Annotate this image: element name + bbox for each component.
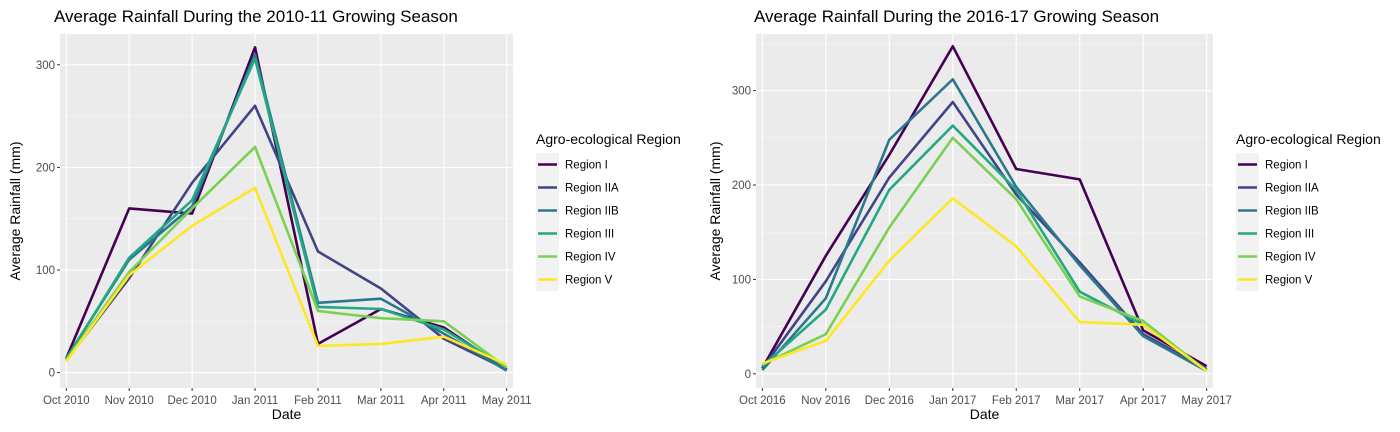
legend-title: Agro-ecological Region	[1236, 131, 1381, 147]
series-line-region-v	[65, 186, 508, 366]
legend-title: Agro-ecological Region	[536, 131, 681, 147]
x-tick-label: Dec 2016	[865, 395, 914, 407]
y-axis-title: Average Rainfall (mm)	[707, 141, 723, 280]
chart-title: Average Rainfall During the 2010-11 Grow…	[54, 7, 458, 26]
x-tick-label: May 2017	[1181, 395, 1232, 407]
x-tick-label: Oct 2010	[43, 395, 90, 407]
x-tick-label: Nov 2016	[801, 395, 850, 407]
series-line-region-iia	[761, 100, 1208, 371]
y-tick-label: 200	[36, 162, 55, 174]
y-tick-label: 100	[36, 265, 55, 277]
legend-label: Region IIA	[565, 183, 619, 195]
legend-label: Region III	[1265, 229, 1314, 241]
x-tick-label: Mar 2017	[1055, 395, 1104, 407]
x-tick-label: Apr 2011	[421, 395, 467, 407]
x-axis-title: Date	[970, 406, 1000, 422]
legend-label: Region IIB	[1265, 206, 1319, 218]
y-tick-label: 300	[36, 60, 55, 72]
legend: Agro-ecological Region Region I Region IIA…	[536, 131, 681, 291]
x-axis-title: Date	[272, 406, 302, 422]
y-tick-label: 200	[732, 180, 751, 192]
legend-label: Region IIB	[565, 206, 619, 218]
series-line-region-iv	[761, 136, 1208, 373]
legend-label: Region I	[565, 160, 608, 172]
legend-label: Region IIA	[1265, 183, 1319, 195]
x-tick-label: Dec 2010	[168, 395, 217, 407]
y-tick-label: 0	[49, 368, 55, 380]
series-line-region-v	[761, 197, 1208, 373]
legend-label: Region III	[565, 229, 614, 241]
x-tick-label: Oct 2016	[739, 395, 786, 407]
x-tick-label: May 2011	[482, 395, 532, 407]
legend-label: Region IV	[565, 252, 616, 264]
series-line-region-iv	[65, 145, 508, 369]
y-tick-label: 0	[745, 369, 751, 381]
legend-label: Region IV	[1265, 252, 1316, 264]
x-tick-label: Jan 2011	[232, 395, 278, 407]
x-tick-label: Feb 2011	[294, 395, 342, 407]
legend-label: Region V	[1265, 275, 1313, 287]
chart-2010-11: Average Rainfall During the 2010-11 Grow…	[7, 7, 681, 422]
x-tick-label: Jan 2017	[929, 395, 976, 407]
y-axis-title: Average Rainfall (mm)	[7, 141, 23, 280]
legend-label: Region I	[1265, 160, 1308, 172]
y-tick-label: 300	[732, 86, 751, 98]
legend-label: Region V	[565, 275, 613, 287]
x-tick-label: Apr 2017	[1120, 395, 1167, 407]
chart-2016-17: Average Rainfall During the 2016-17 Grow…	[707, 7, 1381, 422]
x-tick-label: Nov 2010	[105, 395, 154, 407]
series-line-region-iii	[65, 57, 508, 369]
x-tick-label: Mar 2011	[357, 395, 405, 407]
legend: Agro-ecological Region Region I Region IIA…	[1236, 131, 1381, 291]
series-line-region-i	[761, 44, 1208, 369]
y-tick-label: 100	[732, 274, 751, 286]
chart-title: Average Rainfall During the 2016-17 Grow…	[754, 7, 1159, 26]
x-tick-label: Feb 2017	[992, 395, 1041, 407]
series-line-region-i	[65, 45, 508, 371]
series-line-region-iii	[761, 124, 1208, 372]
